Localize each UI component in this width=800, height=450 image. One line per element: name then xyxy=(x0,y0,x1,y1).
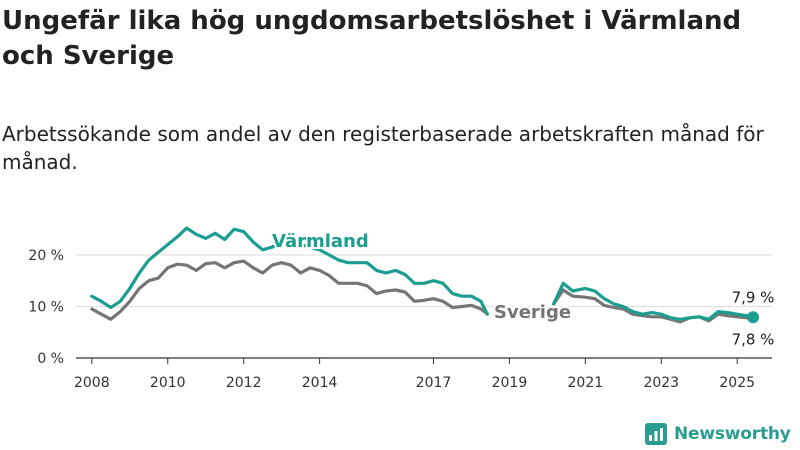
end-label-varmland: 7,9 % xyxy=(732,288,775,306)
x-tick-label: 2012 xyxy=(226,375,262,391)
newsworthy-logo-icon xyxy=(645,423,667,445)
x-tick-label: 2014 xyxy=(302,375,338,391)
x-tick-label: 2025 xyxy=(719,375,755,391)
page-title: Ungefär lika hög ungdomsarbetslöshet i V… xyxy=(2,6,742,71)
x-tick-label: 2010 xyxy=(150,375,186,391)
x-tick-label: 2008 xyxy=(74,375,110,391)
series-label-sverige: Sverige xyxy=(494,302,571,323)
series-line-sverige xyxy=(552,288,755,324)
series-line-varmland xyxy=(552,281,755,321)
y-tick-label: 0 % xyxy=(37,351,64,367)
y-tick-label: 10 % xyxy=(28,299,64,315)
newsworthy-logo: Newsworthy xyxy=(644,420,791,448)
series-line-sverige xyxy=(90,259,489,321)
newsworthy-logo-text: Newsworthy xyxy=(674,424,791,444)
x-tick-label: 2017 xyxy=(416,375,452,391)
series-line-varmland xyxy=(90,226,489,316)
x-tick-label: 2021 xyxy=(568,375,604,391)
series-label-varmland: Värmland xyxy=(272,231,369,252)
end-label-sverige: 7,8 % xyxy=(732,330,775,348)
series-end-marker xyxy=(747,311,760,324)
page-subtitle: Arbetssökande som andel av den registerb… xyxy=(2,122,764,174)
x-tick-label: 2019 xyxy=(492,375,528,391)
x-tick-label: 2023 xyxy=(643,375,679,391)
y-tick-label: 20 % xyxy=(28,248,64,264)
